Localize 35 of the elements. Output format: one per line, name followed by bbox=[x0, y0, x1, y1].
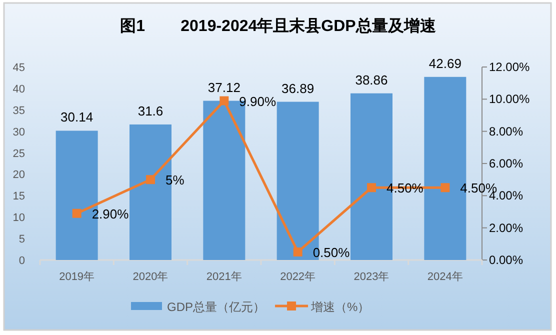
y-tick-label: 30 bbox=[12, 126, 25, 138]
data-label: 42.69 bbox=[428, 56, 462, 71]
y-tick-label: 0 bbox=[18, 255, 25, 267]
legend-label: 增速（%） bbox=[310, 300, 370, 314]
y-tick-label: 40 bbox=[12, 83, 25, 96]
y-tick-label: 15 bbox=[12, 190, 25, 203]
y-tick-label: 45 bbox=[12, 62, 25, 74]
data-label: 0.50% bbox=[312, 244, 350, 260]
chart-title: 图1 2019-2024年且末县GDP总量及增速 bbox=[120, 17, 437, 35]
y2-tick-label: 6.00% bbox=[489, 156, 524, 170]
data-label: 31.6 bbox=[138, 103, 164, 118]
legend-label: GDP总量（亿元） bbox=[167, 300, 266, 314]
y2-tick-label: 12.00% bbox=[489, 60, 530, 74]
x-tick-label: 2020年 bbox=[132, 271, 168, 283]
x-tick-label: 2019年 bbox=[59, 271, 95, 283]
data-label: 36.89 bbox=[282, 80, 314, 96]
data-label: 30.14 bbox=[60, 110, 94, 125]
y2-tick-label: 0.00% bbox=[489, 253, 524, 267]
data-label: 9.90% bbox=[239, 94, 276, 109]
data-label: 38.86 bbox=[355, 72, 388, 88]
x-tick-label: 2021年 bbox=[206, 271, 242, 283]
y-tick-label: 10 bbox=[12, 212, 25, 224]
x-tick-label: 2022年 bbox=[280, 271, 316, 283]
x-tick-label: 2024年 bbox=[427, 271, 463, 283]
y2-tick-label: 10.00% bbox=[489, 92, 530, 106]
x-tick-label: 2023年 bbox=[354, 271, 390, 283]
y-tick-label: 25 bbox=[12, 148, 25, 160]
data-label: 5% bbox=[166, 172, 185, 188]
y2-tick-label: 8.00% bbox=[489, 124, 524, 138]
data-label: 37.12 bbox=[208, 80, 240, 95]
y-tick-label: 20 bbox=[12, 169, 25, 182]
y2-tick-label: 2.00% bbox=[489, 220, 524, 235]
y-tick-label: 35 bbox=[12, 104, 25, 117]
data-label: 2.90% bbox=[92, 206, 130, 222]
y-tick-label: 5 bbox=[18, 234, 25, 246]
